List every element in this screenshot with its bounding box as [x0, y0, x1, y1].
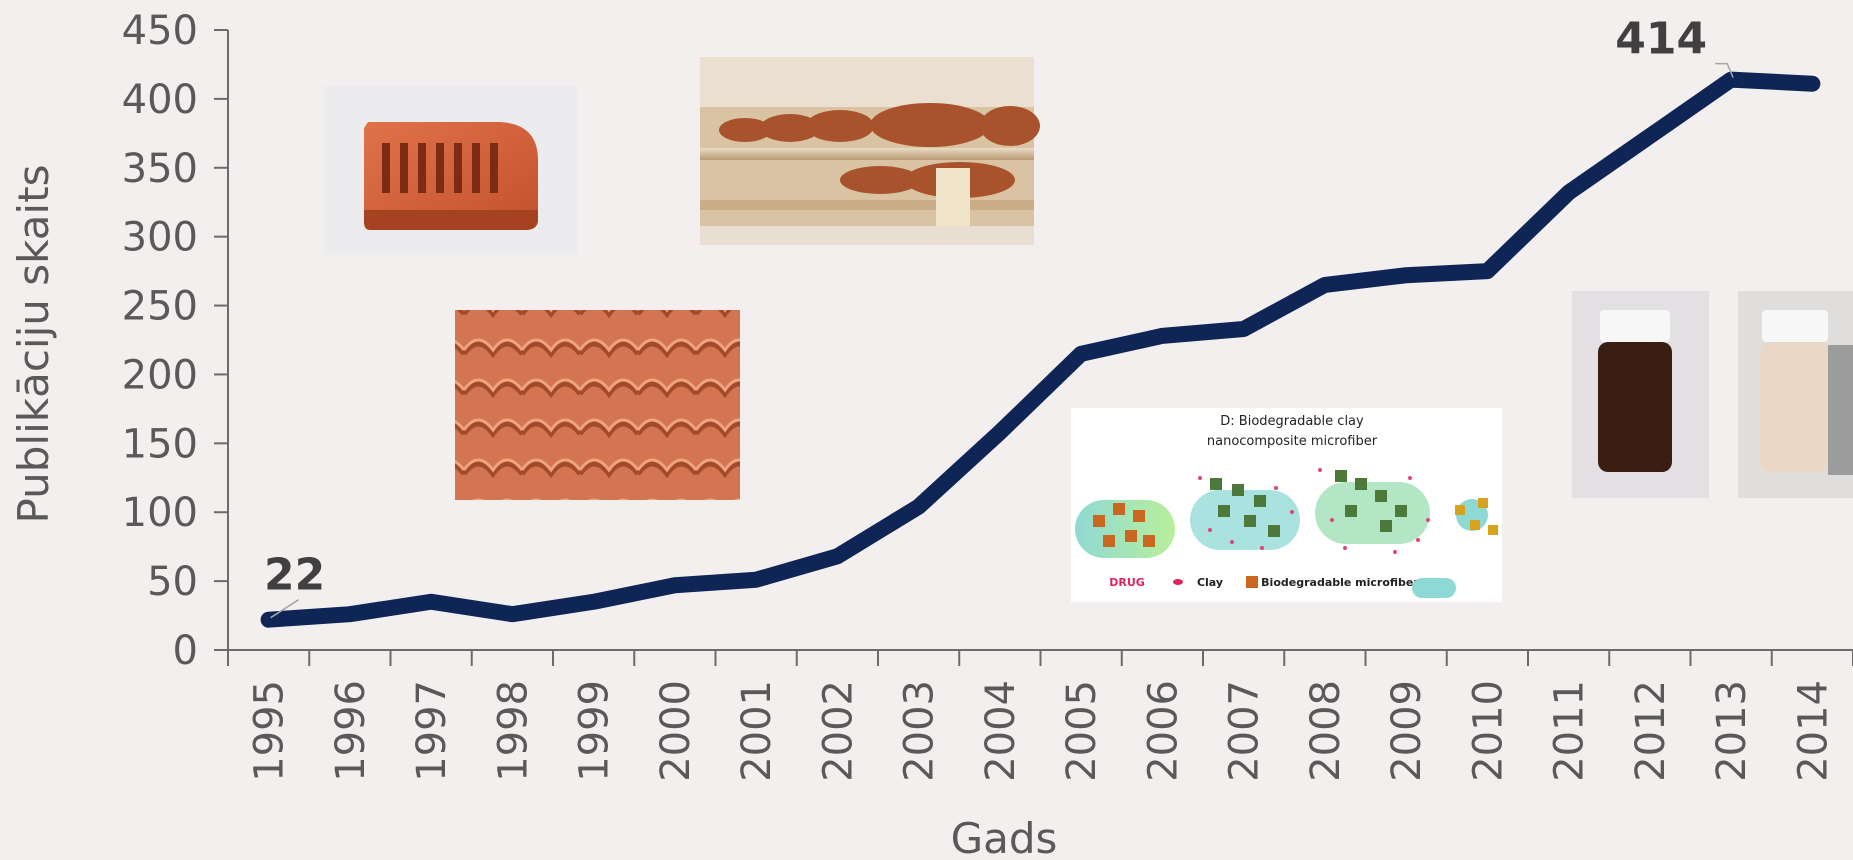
series-group: [260, 71, 1821, 628]
roof-tiles-photo: [455, 310, 740, 500]
figure-caption-line2: nanocomposite microfiber: [1207, 434, 1378, 449]
figure-caption-line1: D: Biodegradable clay: [1220, 414, 1364, 429]
ceramic-bowls-photo: [700, 57, 1040, 245]
x-tick-label: 1997: [409, 680, 455, 782]
x-tick-label: 1998: [490, 680, 536, 782]
x-tick-label: 2014: [1790, 680, 1836, 782]
x-tick-label: 2008: [1303, 680, 1349, 782]
vials-photo: [1572, 291, 1853, 498]
brick-photo: [324, 86, 577, 255]
x-tick-label: 1999: [572, 680, 618, 782]
y-tick-label: 250: [122, 284, 198, 330]
x-tick-label: 2010: [1465, 680, 1511, 782]
x-tick-label: 2009: [1384, 680, 1430, 782]
y-tick-label: 50: [147, 559, 198, 605]
data-point: [1404, 273, 1409, 278]
x-tick-label: 2000: [653, 680, 699, 782]
y-tick-label: 150: [122, 421, 198, 467]
data-point: [1729, 77, 1734, 82]
data-point: [1079, 351, 1084, 356]
data-point: [347, 612, 352, 617]
y-tick-label: 200: [122, 352, 198, 398]
data-point: [1241, 326, 1246, 331]
x-tick-label: 2004: [978, 680, 1024, 782]
data-point: [1322, 282, 1327, 287]
data-point: [1566, 190, 1571, 195]
x-tick-label: 2012: [1628, 680, 1674, 782]
y-tick-label: 0: [173, 628, 198, 674]
legend-fiber: Biodegradable microfiber: [1261, 576, 1419, 589]
x-tick-label: 2011: [1547, 680, 1593, 782]
data-point: [997, 430, 1002, 435]
y-tick-label: 400: [122, 77, 198, 123]
series-line: [260, 71, 1821, 628]
x-axis-title: Gads: [951, 814, 1058, 860]
data-point: [429, 599, 434, 604]
clay-nanocomposite-figure: D: Biodegradable clay nanocomposite micr…: [1071, 408, 1502, 602]
data-label-leader: [270, 599, 300, 619]
y-tick-label: 450: [122, 8, 198, 54]
data-labels: 22 414: [264, 14, 1734, 619]
data-point: [1160, 333, 1165, 338]
legend-clay: Clay: [1197, 576, 1223, 589]
microfiber-2: [1190, 476, 1300, 550]
x-tick-label: 2013: [1709, 680, 1755, 782]
y-tick-label: 300: [122, 215, 198, 261]
data-point: [754, 577, 759, 582]
x-tick-label: 2002: [815, 680, 861, 782]
y-tick-label: 350: [122, 146, 198, 192]
data-point: [835, 554, 840, 559]
dispersed-clay: [1455, 498, 1498, 535]
x-tick-label: 2005: [1059, 680, 1105, 782]
data-point: [916, 504, 921, 509]
x-tick-label: 2001: [734, 680, 780, 782]
x-tick-label: 1995: [247, 680, 293, 782]
data-point: [1810, 81, 1815, 86]
microfiber-1: [1075, 500, 1175, 558]
data-point: [591, 599, 596, 604]
data-point: [266, 617, 271, 622]
x-tick-label: 2003: [897, 680, 943, 782]
microfiber-3: [1315, 468, 1430, 554]
data-point: [1647, 134, 1652, 139]
data-point: [672, 583, 677, 588]
data-label-leader: [1715, 62, 1734, 78]
legend-drug: DRUG: [1109, 576, 1145, 589]
data-point: [510, 612, 515, 617]
y-tick-label: 100: [122, 490, 198, 536]
data-label: 22: [264, 550, 325, 601]
data-point: [1485, 269, 1490, 274]
x-tick-label: 2006: [1140, 680, 1186, 782]
data-label: 414: [1615, 14, 1707, 65]
x-axis-ticks: 1995 1996 1997 1998 1999 2000 2001 2002 2003 2004…: [227, 650, 1853, 782]
y-axis-ticks: 0 50 100 150 200 250 300 350 400 450: [122, 8, 228, 674]
x-tick-label: 1996: [328, 680, 374, 782]
x-tick-label: 2007: [1222, 680, 1268, 782]
y-axis-title: Publikāciju skaits: [9, 165, 58, 524]
